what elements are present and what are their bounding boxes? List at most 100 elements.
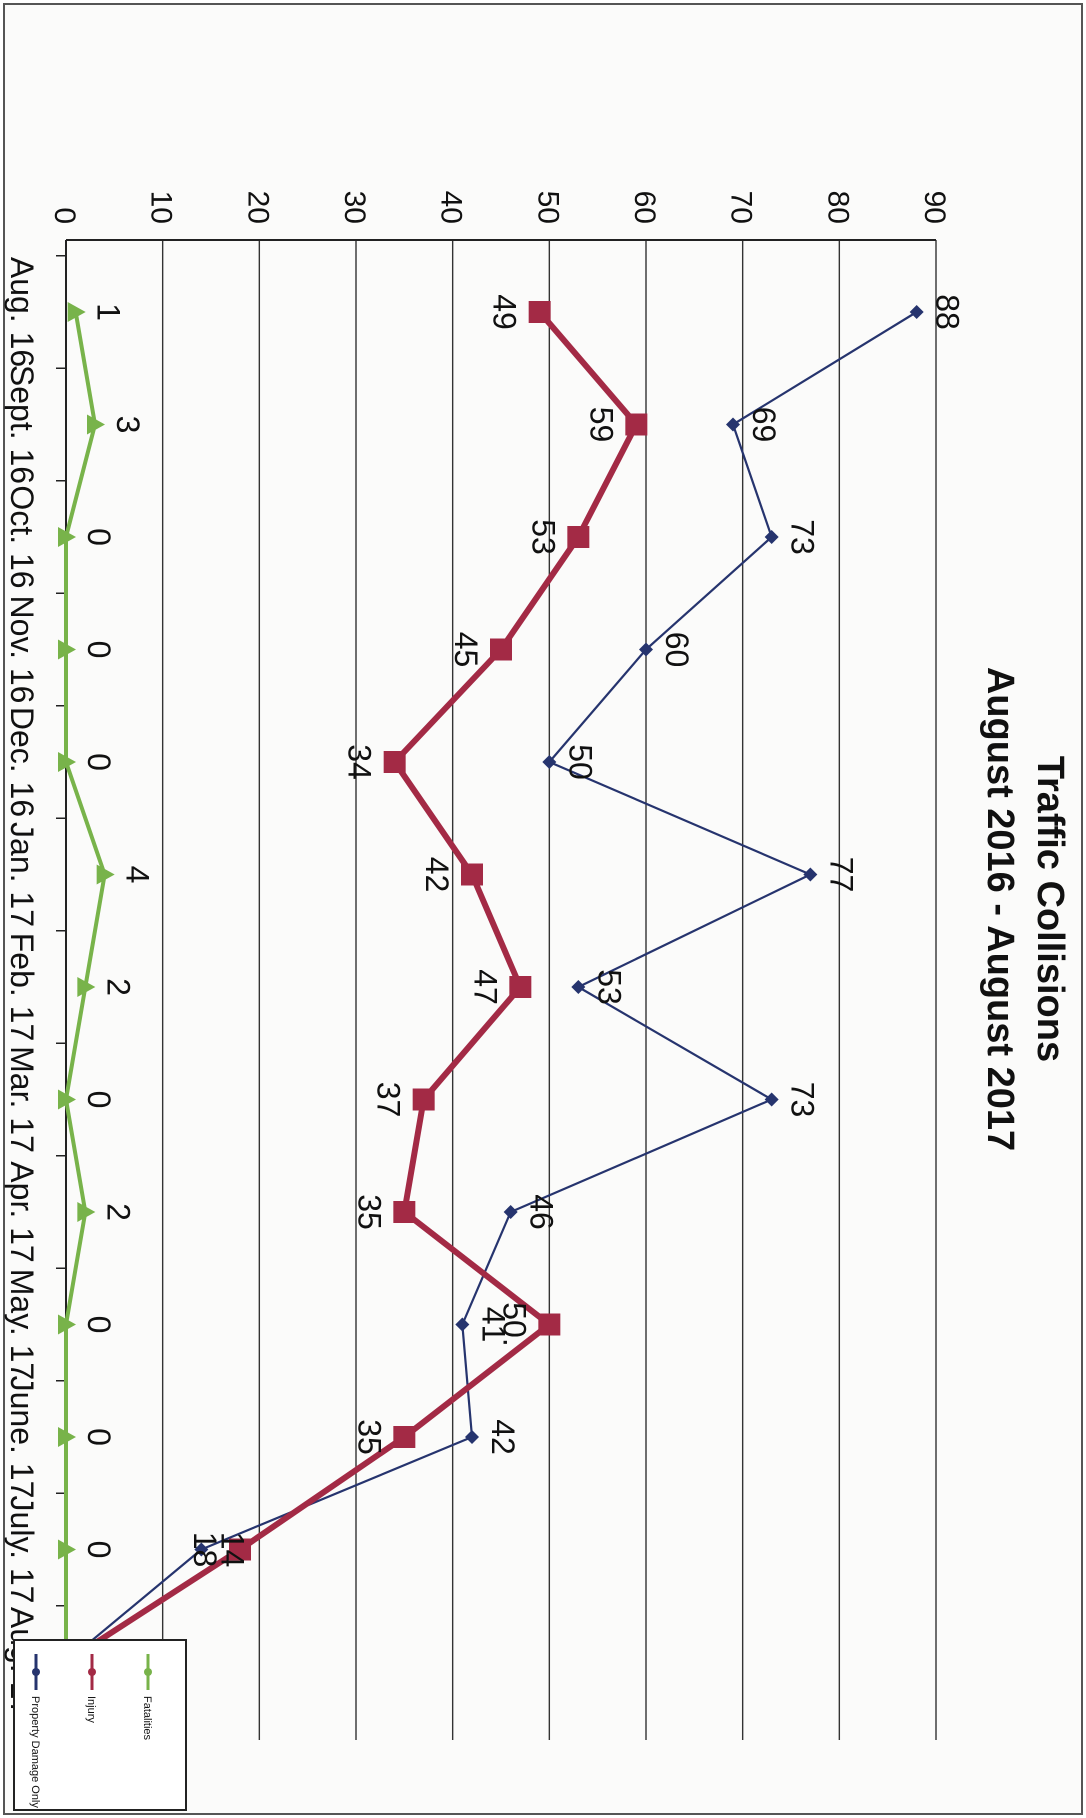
data-point: [58, 639, 76, 660]
y-tick-label: 10: [145, 191, 178, 224]
legend-marker: [144, 1668, 152, 1676]
data-point: [58, 1539, 76, 1560]
x-tick-label: Dec. 16: [4, 707, 40, 817]
data-point: [639, 642, 653, 657]
data-point: [490, 638, 512, 661]
data-label: 77: [823, 857, 859, 893]
data-label: 1: [91, 303, 127, 321]
legend-marker: [32, 1668, 40, 1676]
data-point: [58, 527, 76, 547]
y-tick-label: 60: [628, 191, 661, 224]
data-point: [455, 1317, 470, 1332]
data-point: [194, 1542, 209, 1557]
data-point: [503, 1205, 518, 1219]
data-label: 50.: [496, 1302, 532, 1346]
rotated-chart-group: Traffic Collisions August 2016 - August …: [4, 191, 1071, 1811]
data-point: [625, 413, 648, 436]
data-point: [538, 1313, 561, 1336]
data-label: 45: [448, 632, 484, 668]
data-label: 60: [659, 632, 695, 668]
data-label: 3: [110, 416, 146, 434]
data-label: 73: [785, 1082, 821, 1118]
legend-label: Injury: [85, 1696, 97, 1723]
x-tick-label: Aug. 16: [4, 257, 40, 367]
data-label: 42: [419, 857, 455, 893]
x-tick-label: June. 17: [4, 1376, 40, 1499]
data-point: [393, 1201, 416, 1223]
data-label: 46: [524, 1194, 560, 1230]
y-tick-label: 40: [435, 191, 468, 224]
data-label: 41: [475, 1307, 511, 1343]
data-label: 50: [562, 744, 598, 780]
legend-label: Property Damage Only: [29, 1696, 41, 1808]
x-tick-label: Mar. 17: [4, 1046, 40, 1153]
x-tick-label: Apr. 17: [4, 1161, 40, 1262]
data-label: 4: [120, 866, 156, 884]
data-point: [58, 1427, 76, 1447]
data-point: [567, 526, 590, 548]
y-axis-ticks: 0 10 20 30 40 50 60 70 80 90: [48, 191, 951, 224]
data-point: [58, 1314, 76, 1335]
data-point: [58, 1089, 76, 1110]
data-label: 53: [525, 519, 561, 555]
y-tick-label: 0: [48, 207, 81, 224]
x-tick-label: May. 17: [4, 1269, 40, 1380]
x-tick-label: July. 17: [4, 1496, 40, 1604]
data-label: 0: [81, 1541, 117, 1559]
data-point: [87, 414, 105, 435]
data-label: 73: [785, 519, 821, 555]
data-label: 18: [187, 1532, 223, 1568]
y-tick-label: 70: [725, 191, 758, 224]
data-label: 0: [81, 1316, 117, 1334]
data-label: 0: [81, 528, 117, 546]
data-point: [77, 1202, 96, 1222]
data-point: [528, 301, 551, 323]
x-tick-label: Feb. 17: [4, 933, 40, 1042]
legend: Property Damage Only Injury Fatalities: [13, 1639, 187, 1811]
y-tick-label: 20: [241, 191, 274, 224]
data-point: [542, 755, 557, 769]
y-tick-label: 90: [918, 191, 951, 224]
data-point: [58, 752, 76, 772]
data-label: 0: [81, 641, 117, 659]
data-label: 35: [351, 1194, 387, 1230]
data-point: [465, 1430, 479, 1444]
y-tick-label: 50: [531, 191, 564, 224]
x-tick-label: Jan. 17: [4, 822, 40, 927]
data-label: 2: [100, 1203, 136, 1221]
data-label: 69: [746, 407, 782, 443]
x-tick-label: Oct. 16: [4, 485, 40, 588]
data-label: 59: [583, 407, 619, 443]
chart-title: Traffic Collisions: [1029, 756, 1071, 1062]
chart-subtitle: August 2016 - August 2017: [979, 667, 1021, 1151]
data-point: [67, 302, 86, 322]
data-label: 2: [100, 978, 136, 996]
y-tick-label: 80: [821, 191, 854, 224]
data-label: 0: [81, 1091, 117, 1109]
data-label: 37: [371, 1082, 407, 1118]
data-label: 14: [214, 1532, 250, 1568]
data-point: [229, 1538, 251, 1561]
data-label: 0: [81, 753, 117, 771]
data-label: 35: [351, 1419, 387, 1455]
data-label: 49: [487, 294, 523, 330]
data-point: [96, 864, 115, 885]
data-label: 0: [81, 1428, 117, 1446]
data-point: [412, 1088, 435, 1111]
data-label: 53: [591, 969, 627, 1005]
data-label: 42: [485, 1419, 521, 1455]
data-point: [509, 976, 532, 998]
data-label: 47: [467, 969, 503, 1005]
data-point: [393, 1426, 416, 1448]
gridlines: [161, 240, 937, 1740]
data-point: [726, 417, 740, 432]
x-tick-label: Nov. 16: [4, 596, 40, 704]
data-point: [461, 863, 483, 886]
data-point: [77, 977, 96, 997]
data-label: 34: [342, 744, 378, 780]
x-tick-label: Sept. 16: [4, 365, 40, 484]
legend-marker: [88, 1668, 96, 1676]
